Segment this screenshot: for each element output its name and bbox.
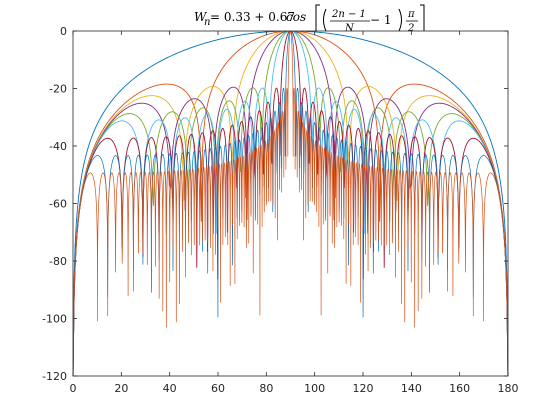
series-line-n8 <box>73 31 508 376</box>
title-two: 2 <box>407 23 414 34</box>
plot-area: 0 20 40 60 80 100 120 140 160 180 0 -20 -40 -60 -80 -1… <box>42 25 518 395</box>
x-axis: 0 20 40 60 80 100 120 140 160 180 <box>70 31 519 395</box>
y-tick-label: -120 <box>42 370 67 383</box>
axes-background <box>73 31 508 376</box>
x-tick-label: 20 <box>114 382 128 395</box>
title-right-paren <box>398 8 402 32</box>
x-tick-label: 160 <box>449 382 470 395</box>
y-tick-label: 0 <box>60 25 67 38</box>
series-line-n2 <box>73 31 508 376</box>
title-minus-one: − 1 <box>370 13 392 27</box>
title-w-subscript: n <box>204 17 210 28</box>
x-tick-label: 60 <box>211 382 225 395</box>
series-line-n6 <box>73 31 508 376</box>
x-tick-label: 0 <box>70 382 77 395</box>
y-tick-label: -60 <box>49 198 67 211</box>
series-line-n32 <box>73 31 508 376</box>
x-tick-label: 180 <box>498 382 519 395</box>
x-tick-label: 80 <box>259 382 273 395</box>
series-line-n4 <box>73 31 508 376</box>
y-tick-label: -100 <box>42 313 67 326</box>
title-denominator: N <box>344 23 355 34</box>
x-tick-label: 120 <box>353 382 374 395</box>
series-group <box>73 31 508 376</box>
title-left-paren <box>323 8 327 32</box>
title-w: W <box>194 10 208 24</box>
y-tick-label: -20 <box>49 83 67 96</box>
title-pi: π <box>407 9 415 20</box>
series-line-n12 <box>73 31 508 376</box>
x-tick-label: 100 <box>304 382 325 395</box>
title-equation: = 0.33 + 0.67 <box>210 10 295 24</box>
y-tick-label: -40 <box>49 140 67 153</box>
title-numerator: 2n − 1 <box>331 9 366 20</box>
title-cos: cos <box>286 10 306 24</box>
y-tick-label: -80 <box>49 255 67 268</box>
x-tick-label: 140 <box>401 382 422 395</box>
x-tick-label: 40 <box>163 382 177 395</box>
chart-title: W n = 0.33 + 0.67 cos 2n − 1 N − 1 π 2 <box>194 4 425 35</box>
y-axis: 0 -20 -40 -60 -80 -100 -120 <box>42 25 508 383</box>
series-line-n64 <box>73 31 508 376</box>
series-line-n128 <box>73 31 508 376</box>
